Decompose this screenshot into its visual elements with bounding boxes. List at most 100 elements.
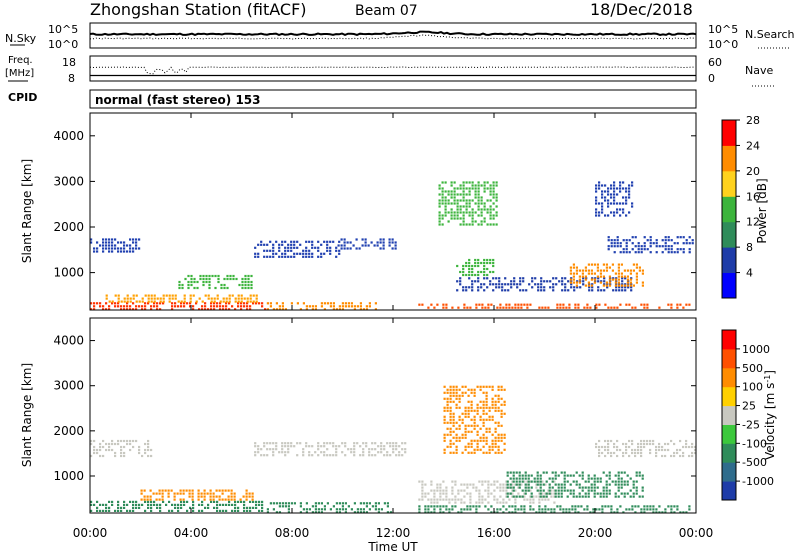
power-cell [465, 261, 468, 265]
power-cell [477, 264, 480, 268]
velocity-cell [476, 406, 479, 409]
velocity-cell [571, 508, 574, 511]
velocity-cell [152, 492, 155, 495]
velocity-cell [494, 445, 497, 448]
velocity-cell [443, 433, 446, 436]
power-cell [135, 308, 138, 311]
power-cell [99, 305, 102, 308]
power-cell [255, 294, 258, 297]
power-cell [305, 246, 308, 249]
power-cell [664, 236, 667, 239]
velocity-cell [506, 495, 509, 498]
velocity-cell [632, 492, 635, 495]
velocity-cell [167, 492, 170, 495]
power-cell [189, 302, 192, 305]
power-cell [495, 283, 498, 286]
velocity-cell [96, 448, 99, 452]
velocity-cell [359, 508, 362, 511]
velocity-cell [667, 448, 670, 452]
power-cell [474, 187, 477, 190]
velocity-cell [566, 474, 569, 477]
power-cell [462, 196, 465, 199]
power-cell [643, 248, 646, 251]
velocity-cell [655, 508, 658, 511]
power-cell [308, 305, 311, 308]
velocity-cell [610, 508, 613, 511]
velocity-cell [607, 505, 610, 508]
power-cell [531, 277, 534, 280]
velocity-cell [542, 483, 545, 486]
velocity-cell [494, 406, 497, 409]
velocity-cell [395, 454, 398, 457]
velocity-cell [275, 511, 278, 514]
velocity-cell [640, 448, 643, 452]
power-cell [628, 251, 631, 254]
power-cell [281, 243, 284, 246]
velocity-cell [514, 489, 517, 492]
velocity-cell [526, 480, 529, 483]
velocity-cell [491, 400, 494, 403]
power-cell [625, 248, 628, 251]
nsky-strip-frame [89, 22, 697, 49]
velocity-cell [518, 471, 521, 474]
power-cell [266, 308, 269, 311]
power-cell [108, 305, 111, 308]
velocity-cell [505, 495, 508, 498]
velocity-cell [502, 501, 505, 504]
velocity-cell [608, 477, 611, 480]
power-cell [263, 249, 266, 252]
power-cell [652, 242, 655, 245]
velocity-cell [191, 489, 194, 492]
power-cell [661, 239, 664, 242]
velocity-cell [452, 418, 455, 421]
velocity-cell [673, 454, 676, 458]
power-cell [564, 283, 567, 286]
power-cell [105, 308, 108, 311]
velocity-cell [610, 454, 613, 458]
velocity-cell [476, 433, 479, 436]
power-cell [480, 270, 483, 274]
velocity-cell [93, 448, 96, 452]
velocity-colorbar-swatch [722, 481, 736, 501]
velocity-cell [359, 445, 362, 448]
velocity-cell [207, 506, 210, 509]
velocity-cell [448, 501, 451, 504]
power-cell [278, 246, 281, 249]
velocity-cell [556, 505, 559, 508]
time-tick-label: 16:00 [477, 526, 512, 540]
velocity-cell [497, 421, 500, 424]
velocity-cell [466, 486, 469, 489]
velocity-cell [356, 442, 359, 445]
velocity-cell [179, 489, 182, 492]
power-cell [350, 302, 353, 305]
power-cell [225, 305, 228, 308]
velocity-cell [596, 480, 599, 483]
velocity-cell [574, 505, 577, 508]
velocity-cell [617, 483, 620, 486]
velocity-cell [255, 506, 258, 509]
power-cell [635, 266, 638, 269]
power-cell [208, 280, 211, 284]
power-cell [613, 202, 616, 205]
velocity-cell [482, 436, 485, 439]
velocity-cell [299, 442, 302, 445]
velocity-cell [622, 511, 625, 514]
power-cell [246, 302, 249, 305]
velocity-cell [275, 445, 278, 448]
velocity-cell [469, 498, 472, 501]
power-cell [302, 249, 305, 252]
velocity-cell [377, 508, 380, 511]
velocity-cell [584, 480, 587, 483]
velocity-cell [182, 498, 185, 501]
velocity-cell [514, 495, 517, 498]
power-cell [141, 297, 144, 300]
velocity-cell [620, 486, 623, 489]
velocity-cell [143, 489, 146, 492]
velocity-cell [287, 505, 290, 508]
power-cell [481, 306, 484, 309]
power-cell [329, 305, 332, 308]
velocity-cell [535, 480, 538, 483]
power-cell [604, 196, 607, 199]
velocity-cell [446, 391, 449, 394]
velocity-cell [596, 486, 599, 489]
